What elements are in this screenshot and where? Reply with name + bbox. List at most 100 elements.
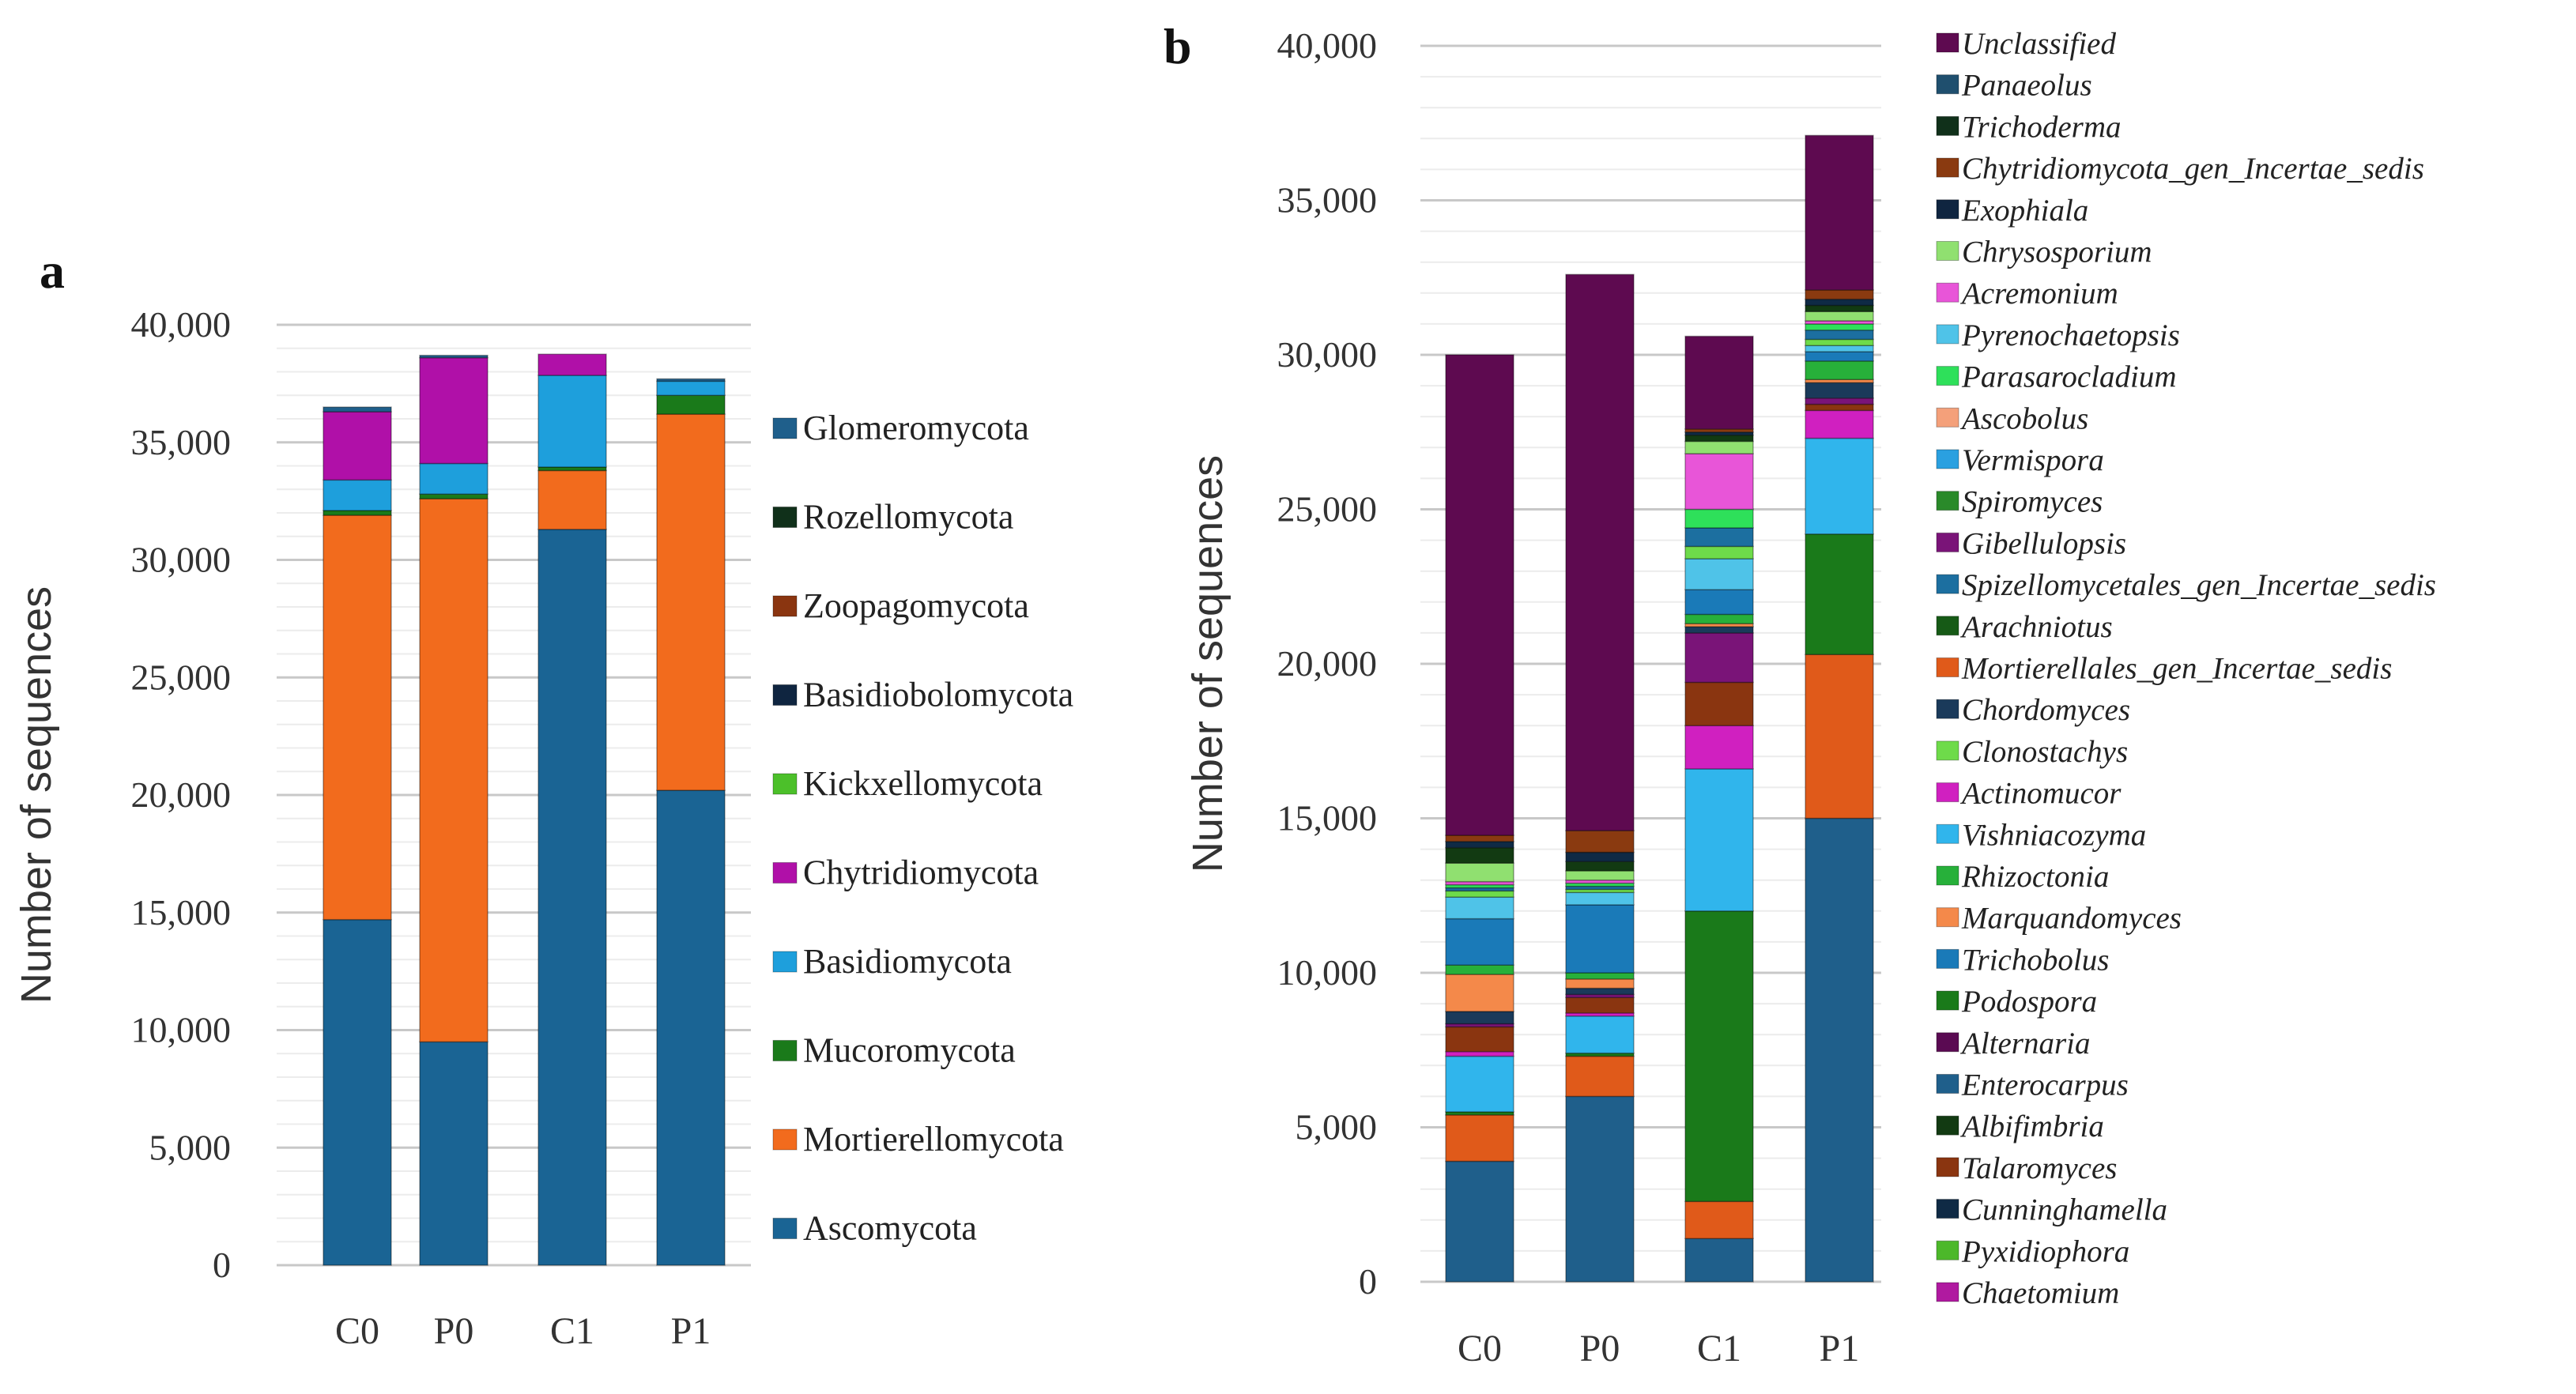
legend-swatch bbox=[1936, 407, 1959, 428]
bar-segment-clonostachys bbox=[1684, 545, 1754, 559]
x-tick-label: P0 bbox=[434, 1310, 474, 1352]
y-axis-label: Number of sequences bbox=[1184, 455, 1231, 872]
bar-segment-rhizoctonia bbox=[1684, 613, 1754, 624]
chart-panel-a: 0 5,000 10,000 15,000 20,000 25,000 30,000 35,0… bbox=[13, 243, 1073, 1352]
y-tick-label: 15,000 bbox=[131, 892, 232, 932]
bar-segment-chrysosporium bbox=[1684, 440, 1754, 454]
legend-swatch bbox=[772, 951, 798, 973]
legend-swatch bbox=[772, 1040, 798, 1061]
bar-segment-chordomyces bbox=[1565, 987, 1635, 996]
bar-segment-mucoromycota bbox=[656, 394, 726, 415]
y-tick-label: 5,000 bbox=[149, 1127, 232, 1167]
bar-segment-basidiomycota bbox=[419, 462, 488, 495]
y-tick-label: 5,000 bbox=[1296, 1107, 1378, 1147]
legend-swatch bbox=[1936, 657, 1959, 677]
bar-segment-talaromyces bbox=[1445, 1026, 1514, 1053]
legend-swatch bbox=[772, 1128, 798, 1151]
legend-swatch bbox=[1936, 157, 1959, 178]
y-tick-label: 20,000 bbox=[131, 774, 232, 815]
legend-label: Pyxidiophora bbox=[1961, 1234, 2129, 1268]
y-tick-label: 15,000 bbox=[1277, 798, 1378, 838]
legend-label: Basidiomycota bbox=[803, 942, 1012, 981]
legend-label: Podospora bbox=[1961, 985, 2097, 1019]
y-tick-label: 20,000 bbox=[1277, 643, 1378, 684]
y-tick-label: 0 bbox=[1359, 1261, 1377, 1302]
legend-label: Actinomucor bbox=[1959, 777, 2122, 811]
legend-label: Marquandomyces bbox=[1961, 902, 2182, 936]
bar-segment-rhizoctonia bbox=[1565, 972, 1635, 980]
legend-label: Cunninghamella bbox=[1962, 1193, 2167, 1227]
bar-segment-mortierellales-gen-incertae-sedis bbox=[1805, 654, 1874, 819]
legend-swatch bbox=[1936, 1240, 1959, 1260]
legend-swatch bbox=[1936, 366, 1959, 386]
legend-label: Acremonium bbox=[1959, 277, 2118, 311]
bar-segment-marquandomyces bbox=[1565, 978, 1635, 989]
bar-segment-acremonium bbox=[1684, 453, 1754, 511]
legend-label: Kickxellomycota bbox=[803, 764, 1043, 803]
legend-label: Ascomycota bbox=[803, 1209, 977, 1248]
legend-label: Chaetomium bbox=[1962, 1276, 2119, 1310]
bar-segment-enterocarpus bbox=[1445, 1160, 1514, 1283]
legend-label: Exophiala bbox=[1961, 194, 2088, 228]
legend-swatch bbox=[1936, 1157, 1959, 1177]
legend-swatch bbox=[1936, 1115, 1959, 1136]
legend-swatch bbox=[772, 595, 798, 617]
legend-swatch bbox=[1936, 449, 1959, 469]
legend-swatch bbox=[1936, 865, 1959, 886]
x-tick-label: C0 bbox=[1458, 1328, 1502, 1370]
bar-segment-gibellulopsis bbox=[1805, 397, 1874, 405]
legend-swatch bbox=[1936, 740, 1959, 761]
bar-segment-mortierellomycota bbox=[419, 498, 488, 1043]
bar-segment-trichobolus bbox=[1445, 917, 1514, 966]
bar-segment-glomeromycota bbox=[322, 406, 392, 413]
bar-segment-clonostachys bbox=[1805, 338, 1874, 347]
bar-segment-pyrenochaetopsis bbox=[1445, 896, 1514, 920]
bar-segment-glomeromycota bbox=[656, 378, 726, 382]
legend-label: Chytridiomycota_gen_Incertae_sedis bbox=[1962, 152, 2424, 186]
legend-swatch bbox=[1936, 532, 1959, 552]
bar-segment-pyrenochaetopsis bbox=[1684, 558, 1754, 590]
bar-segment-basidiomycota bbox=[656, 380, 726, 396]
bar-segment-mortierellomycota bbox=[537, 469, 607, 530]
bar-segment-cunninghamella bbox=[1805, 298, 1874, 307]
bar-segment-trichobolus bbox=[1684, 589, 1754, 616]
bar-segment-basidiomycota bbox=[537, 375, 607, 468]
legend-label: Clonostachys bbox=[1962, 735, 2128, 769]
legend-label: Zoopagomycota bbox=[803, 586, 1029, 625]
legend-swatch bbox=[1936, 1032, 1959, 1053]
legend-swatch bbox=[1936, 574, 1959, 594]
panel-label: b bbox=[1164, 18, 1192, 74]
bar-segment-chytridiomycota-gen-incertae-sedis bbox=[1805, 289, 1874, 300]
y-tick-label: 40,000 bbox=[131, 304, 232, 345]
bar-segment-gibellulopsis bbox=[1684, 632, 1754, 684]
legend-label: Rhizoctonia bbox=[1961, 860, 2109, 894]
legend-label: Trichoderma bbox=[1962, 110, 2122, 144]
legend-swatch bbox=[772, 862, 798, 883]
bar-segment-mortierellales-gen-incertae-sedis bbox=[1445, 1114, 1514, 1162]
bar-segment-vishniacozyma bbox=[1805, 437, 1874, 535]
legend-label: Basidiobolomycota bbox=[803, 676, 1073, 714]
bar-segment-spizellomycetales-gen-incertae-sedis bbox=[1684, 527, 1754, 548]
legend-label: Spiromyces bbox=[1962, 485, 2103, 519]
legend: Glomeromycota Rozellomycota Zoopagomycota B… bbox=[772, 409, 1073, 1248]
legend-swatch bbox=[772, 1218, 798, 1239]
y-tick-label: 25,000 bbox=[1277, 489, 1378, 529]
legend-label: Unclassified bbox=[1962, 27, 2116, 61]
bar-segment-marquandomyces bbox=[1445, 974, 1514, 1012]
y-tick-label: 25,000 bbox=[131, 657, 232, 697]
bar-segment-mortierellomycota bbox=[656, 413, 726, 791]
y-tick-label: 40,000 bbox=[1277, 25, 1378, 66]
legend-label: Parasarocladium bbox=[1961, 360, 2177, 394]
x-tick-label: C0 bbox=[335, 1310, 379, 1352]
legend-swatch bbox=[1936, 324, 1959, 345]
panel-label: a bbox=[40, 243, 65, 299]
x-tick-label: P1 bbox=[1820, 1328, 1860, 1370]
legend-swatch bbox=[772, 507, 798, 528]
bar-segment-enterocarpus bbox=[1684, 1238, 1754, 1283]
bar-segment-parasarocladium bbox=[1684, 508, 1754, 529]
bar-segment-chrysosporium bbox=[1445, 862, 1514, 883]
legend-label: Rozellomycota bbox=[803, 498, 1013, 537]
legend-label: Mortierellales_gen_Incertae_sedis bbox=[1961, 652, 2392, 686]
legend-swatch bbox=[1936, 491, 1959, 511]
bar-segment-spizellomycetales-gen-incertae-sedis bbox=[1805, 329, 1874, 341]
